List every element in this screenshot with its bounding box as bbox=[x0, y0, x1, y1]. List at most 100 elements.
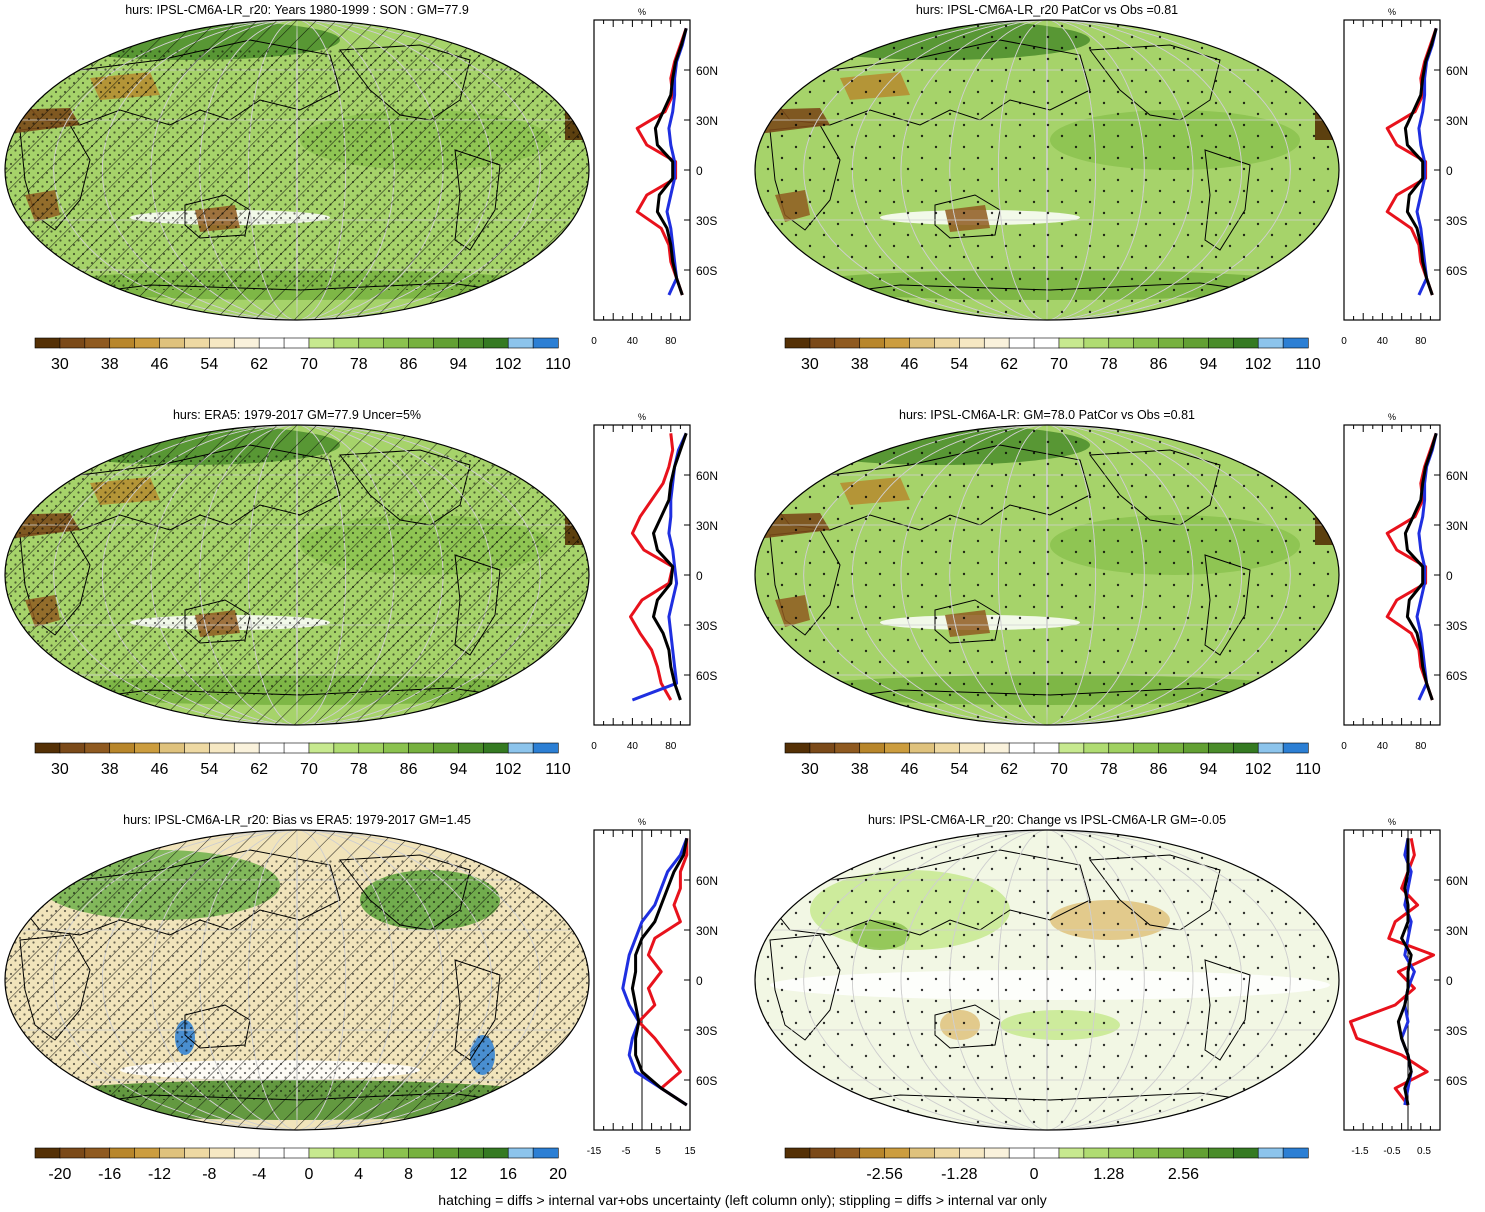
zonal-x-tick-label: 80 bbox=[665, 336, 677, 347]
colorbar-tick-label: 30 bbox=[51, 356, 69, 373]
colorbar-box bbox=[433, 742, 459, 754]
colorbar-box bbox=[408, 337, 435, 349]
colorbar-tick-label: 78 bbox=[350, 356, 368, 373]
colorbar-box bbox=[283, 1147, 310, 1159]
zonal-line-mean bbox=[652, 432, 688, 701]
colorbar-tick-label: 2.56 bbox=[1168, 1166, 1199, 1183]
colorbar-box bbox=[532, 1147, 559, 1159]
zonal-lat-label: 30S bbox=[1446, 1024, 1467, 1038]
colorbar-box bbox=[283, 337, 310, 349]
zonal-x-tick-label: 15 bbox=[684, 1146, 696, 1157]
zonal-lat-label: 60N bbox=[696, 874, 718, 888]
colorbar-box bbox=[184, 742, 210, 754]
zonal-lat-label: 0 bbox=[696, 974, 703, 988]
colorbar-box bbox=[1033, 1147, 1060, 1159]
zonal-lat-label: 60S bbox=[696, 264, 717, 278]
panel-title: hurs: IPSL-CM6A-LR_r20: Change vs IPSL-C… bbox=[868, 813, 1226, 827]
colorbar-box bbox=[1282, 1147, 1309, 1159]
zonal-lat-label: 0 bbox=[1446, 974, 1453, 988]
zonal-lat-label: 60N bbox=[1446, 874, 1468, 888]
colorbar-box bbox=[383, 337, 410, 349]
colorbar-box bbox=[809, 1147, 836, 1159]
zonal-lat-label: 0 bbox=[1446, 569, 1453, 583]
colorbar-box bbox=[959, 1147, 985, 1159]
colorbar-box bbox=[209, 337, 235, 349]
colorbar-box bbox=[258, 1147, 285, 1159]
colorbar-box bbox=[909, 1147, 936, 1159]
colorbar-box bbox=[1083, 1147, 1110, 1159]
colorbar-tick-label: 8 bbox=[404, 1166, 413, 1183]
colorbar-box bbox=[1183, 742, 1209, 754]
zonal-lat-label: 30S bbox=[1446, 619, 1467, 633]
panel-4: hurs: IPSL-CM6A-LR: GM=78.0 PatCor vs Ob… bbox=[754, 408, 1468, 778]
colorbar-box bbox=[134, 337, 161, 349]
colorbar: -20 -16 -12 -8 -4 0 4 8 12 16 20 bbox=[34, 1147, 567, 1183]
zonal-lat-label: 30S bbox=[696, 214, 717, 228]
colorbar-box bbox=[308, 1147, 335, 1159]
zonal-lat-label: 30N bbox=[1446, 114, 1468, 128]
map bbox=[754, 829, 1340, 1131]
zonal-unit: % bbox=[1388, 817, 1396, 827]
colorbar-tick-label: 38 bbox=[101, 761, 119, 778]
colorbar-box bbox=[1008, 742, 1035, 754]
zonal-lat-label: 60N bbox=[696, 469, 718, 483]
zonal-x-tick-label: 0 bbox=[591, 741, 597, 752]
stippling-overlay bbox=[755, 830, 1339, 1130]
colorbar-box bbox=[934, 1147, 960, 1159]
colorbar-tick-label: 54 bbox=[200, 356, 218, 373]
colorbar-tick-label: 54 bbox=[200, 761, 218, 778]
colorbar-box bbox=[458, 742, 484, 754]
colorbar-tick-label: 0 bbox=[304, 1166, 313, 1183]
zonal-frame bbox=[1343, 829, 1441, 1131]
colorbar-box bbox=[1257, 742, 1284, 754]
colorbar-tick-label: 62 bbox=[250, 356, 268, 373]
colorbar-tick-label: -20 bbox=[48, 1166, 71, 1183]
colorbar-tick-label: 102 bbox=[495, 761, 522, 778]
colorbar-box bbox=[1058, 337, 1085, 349]
colorbar-box bbox=[934, 337, 960, 349]
colorbar-tick-label: -16 bbox=[98, 1166, 121, 1183]
colorbar-box bbox=[784, 1147, 811, 1159]
panel-6: hurs: IPSL-CM6A-LR_r20: Change vs IPSL-C… bbox=[754, 813, 1468, 1183]
colorbar-box bbox=[383, 742, 410, 754]
colorbar-tick-label: 70 bbox=[300, 761, 318, 778]
colorbar: -2.56 -1.28 0 1.28 2.56 bbox=[784, 1147, 1309, 1183]
colorbar-box bbox=[1257, 337, 1284, 349]
colorbar-box bbox=[482, 1147, 509, 1159]
colorbar-box bbox=[983, 1147, 1010, 1159]
colorbar-box bbox=[1133, 1147, 1160, 1159]
zonal-mean-plot: % -15 -5 5 15 60N 30N 0 30S 60S bbox=[587, 817, 718, 1157]
colorbar-box bbox=[834, 742, 861, 754]
colorbar-box bbox=[1232, 337, 1259, 349]
zonal-mean-plot: % 0 40 80 60N 30N 0 30S 60S bbox=[591, 7, 718, 347]
colorbar-tick-label: 78 bbox=[350, 761, 368, 778]
colorbar-box bbox=[84, 337, 111, 349]
zonal-x-tick-label: 40 bbox=[1377, 336, 1389, 347]
colorbar-tick-label: -1.28 bbox=[941, 1166, 978, 1183]
colorbar-box bbox=[1282, 337, 1309, 349]
colorbar-tick-label: 86 bbox=[400, 761, 418, 778]
colorbar-tick-label: -8 bbox=[202, 1166, 216, 1183]
colorbar-tick-label: 0 bbox=[1030, 1166, 1039, 1183]
zonal-x-tick-label: -5 bbox=[622, 1146, 631, 1157]
zonal-lat-label: 60S bbox=[1446, 669, 1467, 683]
zonal-line-obs bbox=[1415, 27, 1438, 296]
zonal-line-model bbox=[637, 838, 689, 1107]
colorbar-box bbox=[209, 742, 235, 754]
colorbar-box bbox=[1108, 1147, 1135, 1159]
zonal-line-mean bbox=[1403, 432, 1438, 701]
zonal-unit: % bbox=[638, 7, 646, 17]
colorbar-box bbox=[458, 1147, 484, 1159]
colorbar-tick-label: -2.56 bbox=[866, 1166, 903, 1183]
colorbar-box bbox=[1083, 742, 1110, 754]
zonal-line-mean bbox=[653, 27, 688, 296]
panel-2: hurs: IPSL-CM6A-LR_r20 PatCor vs Obs =0.… bbox=[754, 3, 1468, 373]
map bbox=[4, 829, 590, 1131]
colorbar-box bbox=[909, 742, 936, 754]
colorbar-box bbox=[809, 742, 836, 754]
colorbar-tick-label: 54 bbox=[950, 356, 968, 373]
zonal-mean-plot: % -1.5 -0.5 0.5 60N 30N 0 30S 60S bbox=[1343, 817, 1468, 1157]
colorbar-box bbox=[1208, 337, 1234, 349]
colorbar-box bbox=[784, 742, 811, 754]
colorbar-box bbox=[959, 337, 985, 349]
